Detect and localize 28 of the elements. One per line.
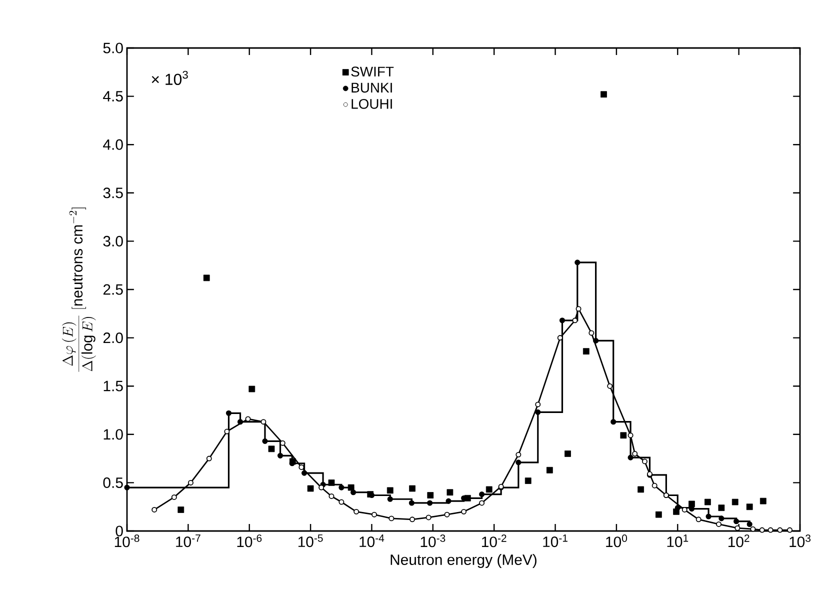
y-tick-label: 0.5 xyxy=(103,477,123,488)
x-tick-label: 10$^{1}$ xyxy=(667,534,688,548)
x-tick-label: 10$^{-6}$ xyxy=(237,534,262,548)
y-tick-label: 1.0 xyxy=(104,429,123,440)
y-tick-label: 0 xyxy=(116,526,123,536)
legend-label: LOUHI xyxy=(352,98,392,109)
y-tick-label: 1.5 xyxy=(104,380,123,392)
legend-label: BUNKI xyxy=(352,82,392,93)
y-tick-label: 4.5 xyxy=(103,91,123,102)
x-tick-label: 10$^{-1}$ xyxy=(543,534,568,548)
x-tick-label: 10$^{0}$ xyxy=(606,534,628,548)
y-tick-label: 4.0 xyxy=(103,139,123,150)
x-tick-label: 10$^{2}$ xyxy=(728,534,750,548)
x-tick-label: 10$^{-7}$ xyxy=(176,534,200,548)
y-axis-title: $\frac{\Delta\varphi\,(E)}{\Delta(\log E)}\;[\mathrm{neutrons\ cm}^{-2}]$ xyxy=(62,208,96,372)
x-tick-label: 10$^{3}$ xyxy=(790,534,811,548)
x-tick-label: 10$^{-5}$ xyxy=(298,534,323,548)
y-tick-label: 3.0 xyxy=(103,236,123,246)
annotation: × 10$^{3}$ xyxy=(152,70,188,86)
y-tick-label: 3.5 xyxy=(103,188,123,198)
y-tick-label: 2.0 xyxy=(103,332,123,344)
legend-label: SWIFT xyxy=(351,66,394,77)
y-tick-label: 5.0 xyxy=(103,42,123,54)
x-tick-label: 10$^{-4}$ xyxy=(360,534,384,548)
x-axis-title: Neutron energy (MeV) xyxy=(390,554,536,568)
x-tick-label: 10$^{-2}$ xyxy=(482,534,506,548)
y-tick-label: 2.5 xyxy=(103,284,123,295)
x-tick-label: 10$^{-3}$ xyxy=(420,534,446,548)
